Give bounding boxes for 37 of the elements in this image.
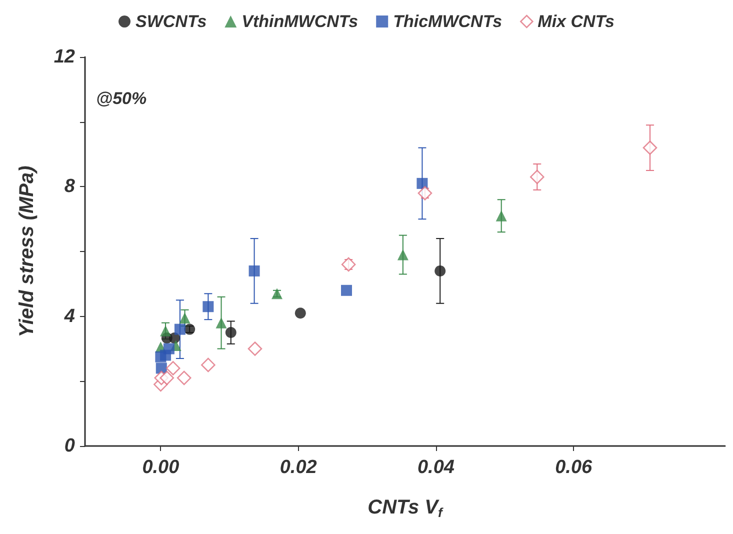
point	[163, 343, 174, 354]
point	[397, 249, 408, 260]
point	[179, 312, 190, 324]
point	[160, 325, 172, 336]
point	[416, 178, 428, 189]
point	[434, 265, 446, 276]
y-tick-label: 8	[64, 176, 76, 198]
point	[202, 301, 214, 312]
legend-label: SWCNTs	[136, 12, 207, 31]
y-tick-label: 4	[63, 306, 76, 327]
point	[418, 186, 432, 200]
point	[160, 370, 174, 386]
point	[642, 140, 658, 155]
point	[248, 342, 262, 356]
point	[341, 257, 356, 272]
point	[294, 308, 306, 319]
annotation: @50%	[96, 89, 147, 108]
y-tick-label: 0	[64, 436, 76, 456]
y-axis-title: Yield stress (MPa)	[16, 165, 38, 338]
x-tick-label: 0.06	[555, 457, 593, 478]
x-tick-label: 0.02	[280, 457, 318, 478]
point	[174, 324, 186, 335]
point	[496, 210, 507, 222]
x-tick-label: 0.00	[142, 457, 180, 478]
point	[341, 284, 352, 296]
y-tick-label: 12	[54, 46, 76, 68]
point	[248, 265, 260, 276]
point	[201, 358, 216, 372]
legend-label: ThicMWCNTs	[393, 12, 502, 31]
point	[530, 170, 544, 184]
legend-label: Mix CNTs	[538, 12, 614, 31]
x-tick-label: 0.04	[417, 457, 455, 478]
point	[216, 317, 227, 328]
point	[225, 327, 236, 338]
point	[166, 361, 180, 376]
point	[176, 370, 192, 386]
legend-label: VthinMWCNTs	[242, 12, 358, 31]
